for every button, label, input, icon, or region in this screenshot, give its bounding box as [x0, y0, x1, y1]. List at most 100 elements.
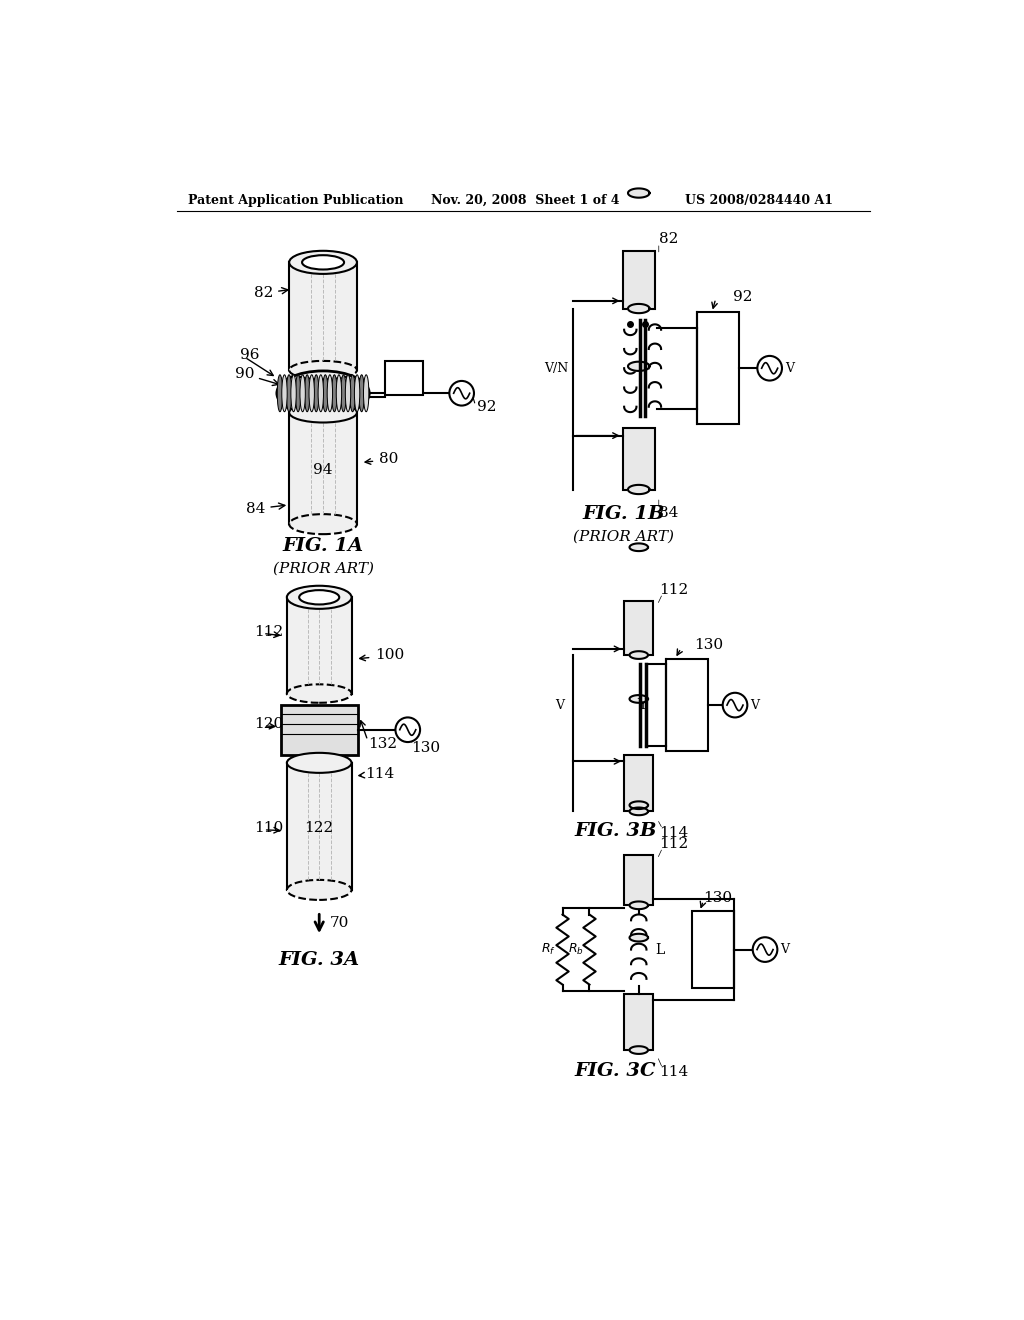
- Text: FIG. 1A: FIG. 1A: [283, 537, 364, 556]
- Text: $R_b$: $R_b$: [567, 942, 584, 957]
- Polygon shape: [630, 808, 648, 816]
- Ellipse shape: [289, 403, 357, 422]
- Text: 92: 92: [733, 290, 753, 304]
- Ellipse shape: [354, 375, 359, 412]
- Polygon shape: [287, 598, 351, 693]
- Ellipse shape: [350, 375, 355, 412]
- Ellipse shape: [287, 375, 292, 412]
- Text: 70: 70: [330, 916, 349, 931]
- Bar: [625, 855, 653, 906]
- Polygon shape: [630, 651, 648, 659]
- Text: V: V: [751, 698, 760, 711]
- Text: 120: 120: [254, 717, 283, 731]
- Circle shape: [395, 718, 420, 742]
- Text: 84: 84: [658, 506, 678, 520]
- Text: 112: 112: [659, 837, 689, 851]
- Text: 90: 90: [234, 367, 279, 385]
- Text: 100: 100: [375, 648, 403, 663]
- Text: $R_f$: $R_f$: [542, 942, 556, 957]
- Bar: [625, 601, 653, 655]
- Polygon shape: [287, 763, 351, 890]
- Bar: [623, 251, 655, 309]
- Circle shape: [753, 937, 777, 962]
- Ellipse shape: [291, 375, 296, 412]
- Ellipse shape: [328, 375, 333, 412]
- Ellipse shape: [336, 375, 342, 412]
- Bar: [666, 659, 708, 751]
- Ellipse shape: [304, 375, 310, 412]
- Ellipse shape: [313, 375, 318, 412]
- Text: Patent Application Publication: Patent Application Publication: [188, 194, 403, 207]
- Text: 130: 130: [412, 742, 440, 755]
- Text: (PRIOR ART): (PRIOR ART): [272, 562, 374, 576]
- Bar: [623, 428, 655, 490]
- Text: 110: 110: [254, 821, 283, 836]
- Text: 112: 112: [659, 582, 689, 597]
- Polygon shape: [630, 933, 648, 941]
- Text: 132: 132: [369, 737, 397, 751]
- Polygon shape: [630, 544, 648, 550]
- Text: 112: 112: [254, 624, 283, 639]
- Polygon shape: [630, 801, 648, 809]
- Polygon shape: [628, 189, 649, 198]
- Ellipse shape: [299, 590, 339, 605]
- Bar: [625, 994, 653, 1051]
- Text: Y: Y: [638, 698, 647, 711]
- Ellipse shape: [282, 375, 287, 412]
- Ellipse shape: [332, 375, 337, 412]
- Ellipse shape: [295, 375, 301, 412]
- Ellipse shape: [323, 375, 328, 412]
- Ellipse shape: [341, 375, 346, 412]
- Polygon shape: [630, 1047, 648, 1053]
- Text: L: L: [655, 942, 665, 957]
- Circle shape: [450, 381, 474, 405]
- Polygon shape: [628, 484, 649, 494]
- Bar: [625, 755, 653, 812]
- Polygon shape: [289, 263, 357, 370]
- Ellipse shape: [289, 515, 357, 535]
- Text: V: V: [780, 942, 790, 956]
- Text: FIG. 1B: FIG. 1B: [582, 504, 665, 523]
- Ellipse shape: [359, 375, 365, 412]
- Polygon shape: [289, 412, 357, 524]
- Ellipse shape: [302, 255, 344, 269]
- Polygon shape: [628, 304, 649, 313]
- Text: 82: 82: [658, 232, 678, 247]
- Polygon shape: [630, 696, 648, 702]
- Ellipse shape: [345, 375, 350, 412]
- Circle shape: [758, 356, 782, 380]
- Ellipse shape: [318, 375, 324, 412]
- Text: 130: 130: [694, 638, 724, 652]
- Circle shape: [723, 693, 748, 718]
- Polygon shape: [630, 902, 648, 909]
- Text: 96: 96: [240, 347, 259, 362]
- Text: FIG. 3A: FIG. 3A: [279, 952, 359, 969]
- Text: (PRIOR ART): (PRIOR ART): [572, 529, 674, 544]
- Ellipse shape: [309, 375, 314, 412]
- Ellipse shape: [289, 251, 357, 275]
- Text: US 2008/0284440 A1: US 2008/0284440 A1: [685, 194, 833, 207]
- Text: 130: 130: [703, 891, 732, 904]
- Ellipse shape: [287, 684, 351, 702]
- Ellipse shape: [278, 375, 283, 412]
- Text: 84: 84: [246, 502, 285, 516]
- Text: V: V: [785, 362, 794, 375]
- Text: 114: 114: [366, 767, 394, 781]
- Text: 114: 114: [659, 1065, 689, 1078]
- Text: 82: 82: [254, 286, 288, 300]
- Ellipse shape: [289, 360, 357, 379]
- Text: 122: 122: [304, 821, 334, 836]
- Text: V: V: [555, 698, 564, 711]
- Text: FIG. 3B: FIG. 3B: [574, 822, 657, 840]
- Ellipse shape: [287, 586, 351, 609]
- Polygon shape: [628, 362, 649, 371]
- Text: 92: 92: [477, 400, 497, 414]
- Text: Nov. 20, 2008  Sheet 1 of 4: Nov. 20, 2008 Sheet 1 of 4: [431, 194, 620, 207]
- Ellipse shape: [287, 752, 351, 774]
- Ellipse shape: [287, 880, 351, 900]
- Text: 80: 80: [379, 451, 398, 466]
- Text: 114: 114: [659, 826, 689, 840]
- Text: FIG. 3C: FIG. 3C: [574, 1063, 656, 1080]
- Text: 94: 94: [313, 463, 333, 478]
- Text: V/N: V/N: [544, 362, 568, 375]
